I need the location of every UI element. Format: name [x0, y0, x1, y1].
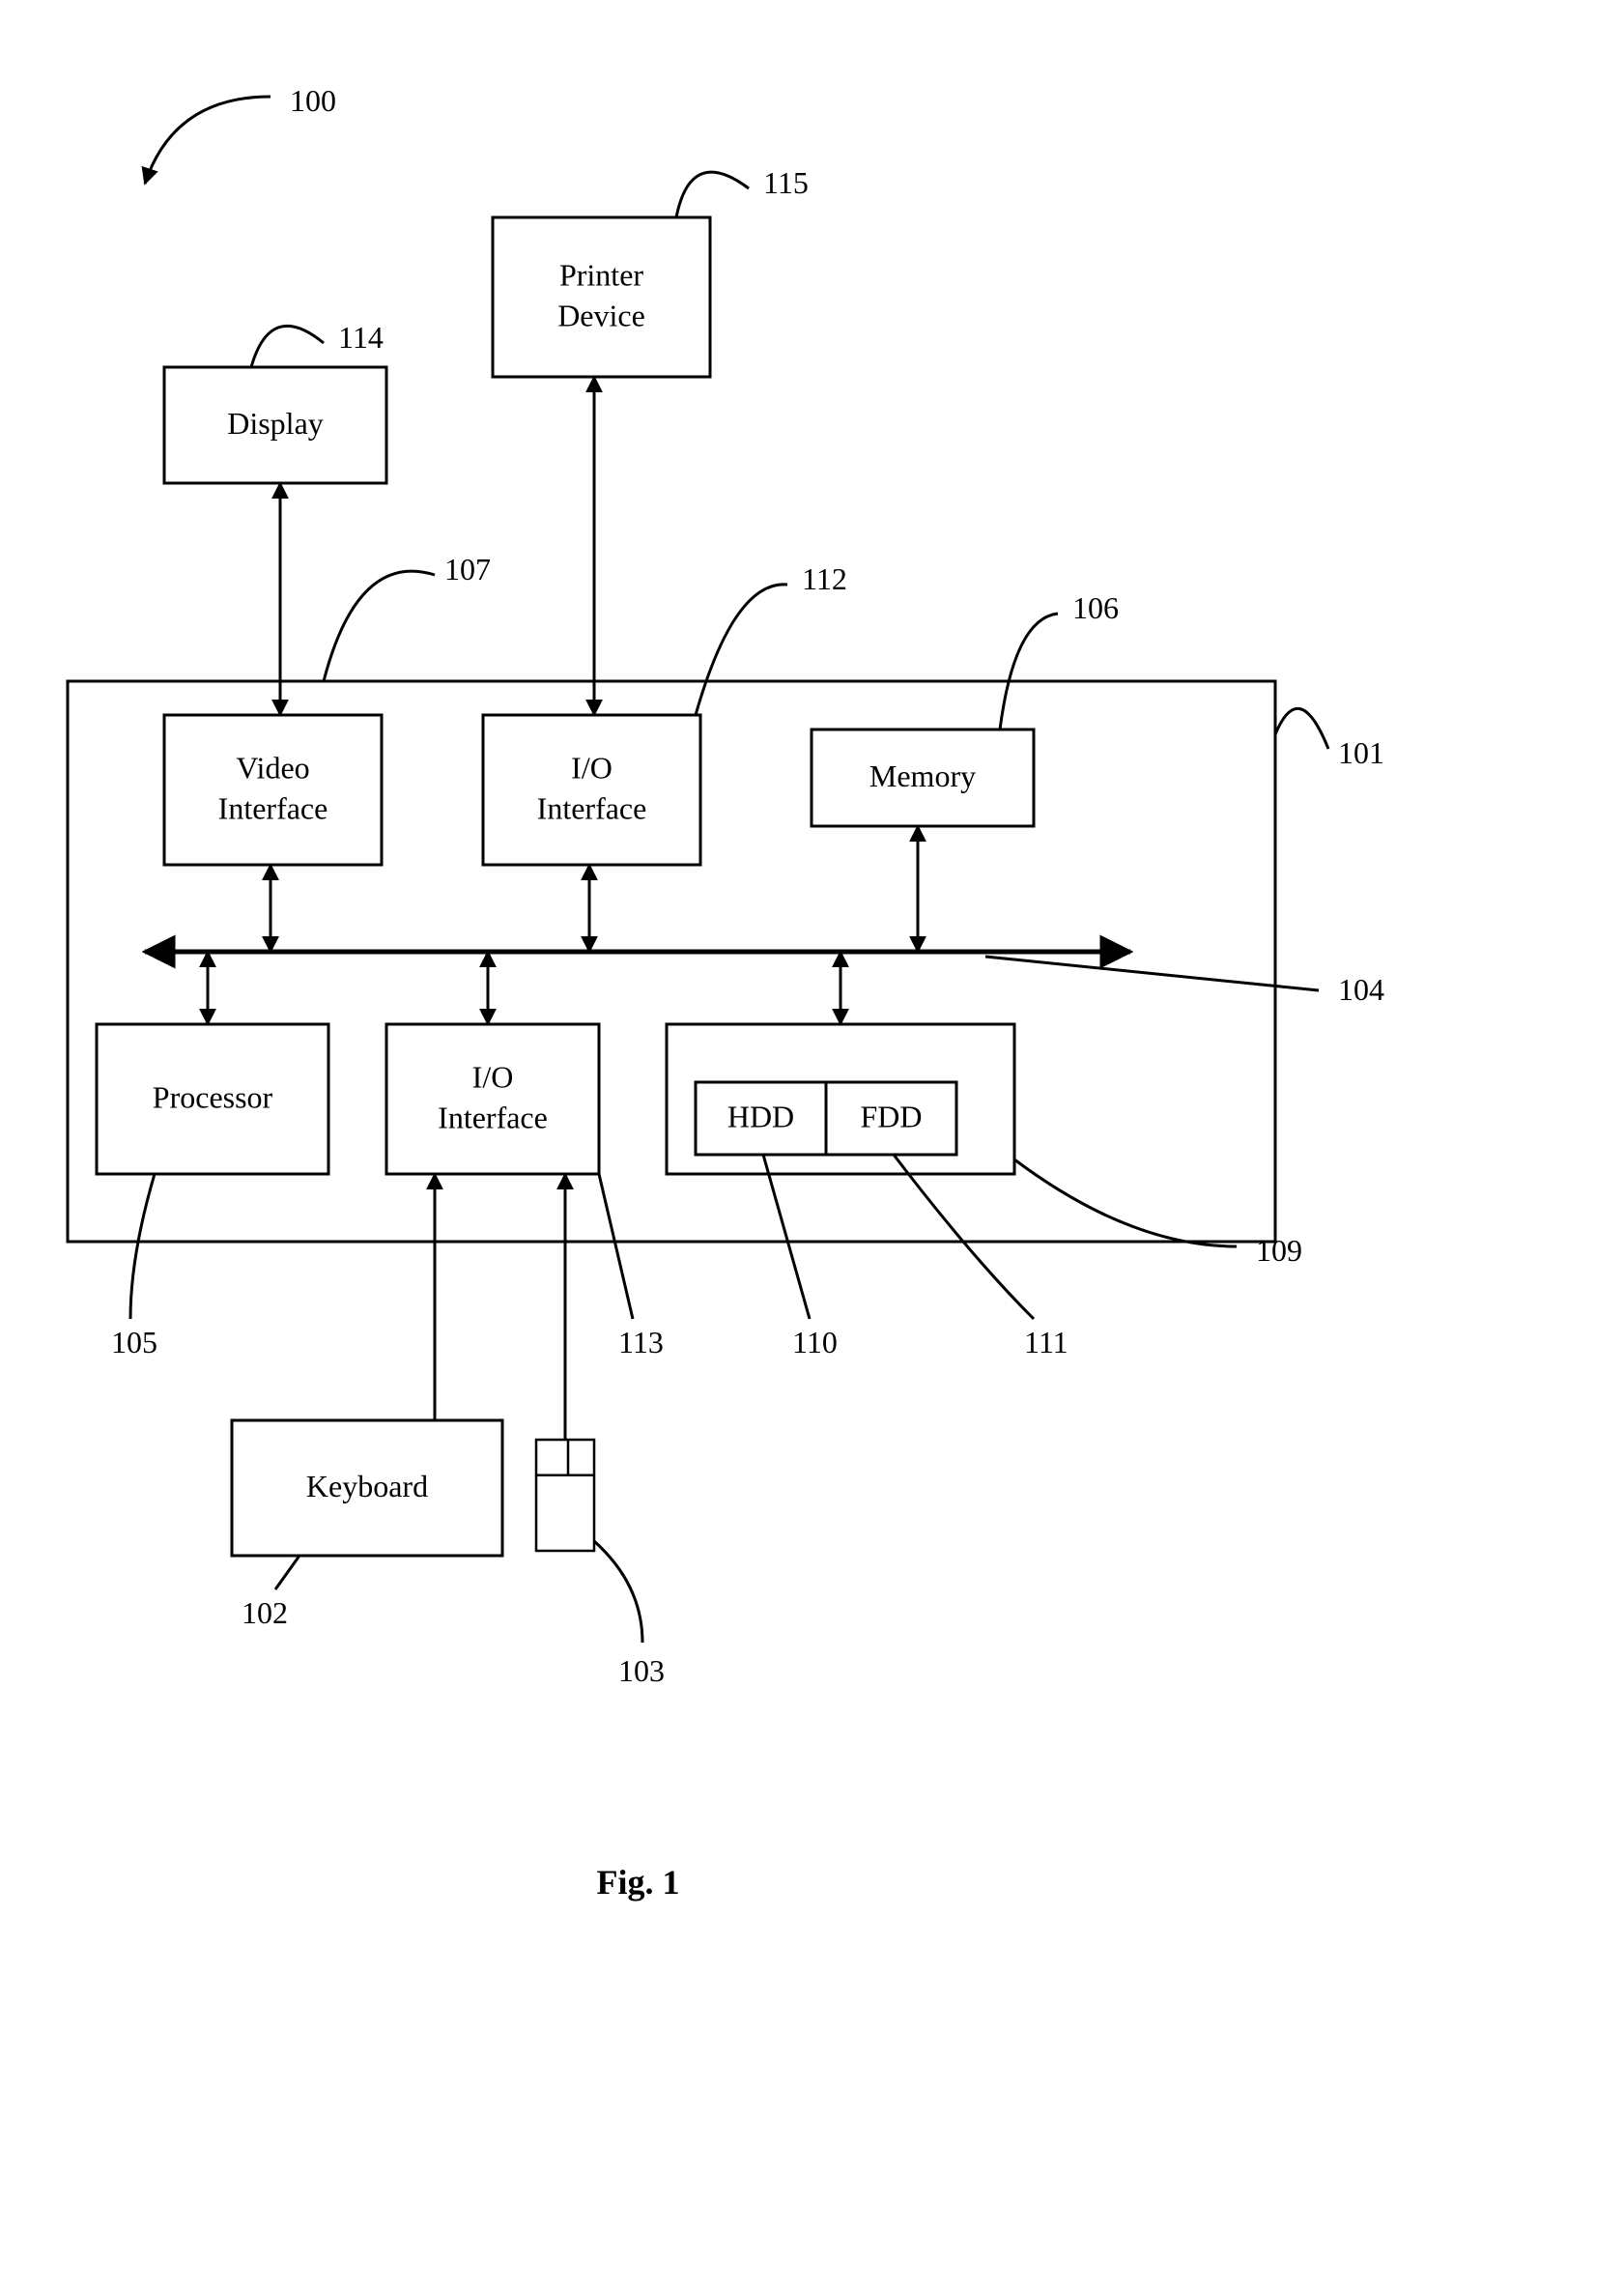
mouse-icon	[536, 1440, 594, 1551]
node-display-label-0: Display	[227, 406, 324, 441]
node-processor-label-0: Processor	[153, 1080, 273, 1115]
leader-r113	[599, 1174, 633, 1319]
leader-r106	[1000, 614, 1058, 730]
figure-caption: Fig. 1	[597, 1863, 680, 1902]
ref-r113: 113	[618, 1325, 664, 1359]
node-keyboard-label-0: Keyboard	[306, 1469, 428, 1503]
node-fdd: FDD	[826, 1082, 956, 1155]
node-processor: Processor	[97, 1024, 328, 1174]
leader-r103	[594, 1541, 642, 1643]
node-hdd: HDD	[696, 1082, 826, 1155]
node-io_top: I/O Interface	[483, 715, 700, 865]
node-io_bot-label-0: I/O	[472, 1060, 514, 1095]
ref-r111: 111	[1024, 1325, 1068, 1359]
node-printer-label-0: Printer	[559, 258, 643, 293]
leader-r100	[145, 97, 271, 184]
ref-r104: 104	[1338, 972, 1384, 1007]
leader-r107	[324, 571, 435, 681]
node-video-label-0: Video	[236, 751, 309, 786]
leader-r114	[251, 326, 324, 367]
node-io_top-label-0: I/O	[571, 751, 613, 786]
node-io_bot: I/O Interface	[386, 1024, 599, 1174]
ref-r107: 107	[444, 552, 491, 587]
node-memory-label-0: Memory	[869, 758, 976, 793]
node-printer: Printer Device	[493, 217, 710, 377]
leader-r111	[894, 1155, 1034, 1319]
ref-r103: 103	[618, 1653, 665, 1688]
ref-r100: 100	[290, 83, 336, 118]
ref-r109: 109	[1256, 1233, 1302, 1268]
ref-r106: 106	[1072, 590, 1119, 625]
leader-r102	[275, 1556, 299, 1589]
ref-r115: 115	[763, 165, 809, 200]
node-memory: Memory	[812, 730, 1034, 826]
ref-r112: 112	[802, 561, 847, 596]
node-fdd-label-0: FDD	[860, 1100, 922, 1134]
node-io_top-label-1: Interface	[537, 791, 647, 826]
edges-group	[208, 377, 918, 1440]
ref-r101: 101	[1338, 735, 1384, 770]
ref-r105: 105	[111, 1325, 157, 1359]
ref-r114: 114	[338, 320, 384, 355]
leader-r109	[1014, 1159, 1237, 1246]
leader-r112	[696, 585, 787, 715]
leader-r105	[130, 1174, 155, 1319]
leader-r104	[985, 957, 1319, 990]
node-video-label-1: Interface	[218, 791, 328, 826]
node-printer-label-1: Device	[557, 299, 645, 333]
node-io_bot-label-1: Interface	[438, 1101, 548, 1135]
leader-r115	[676, 172, 749, 217]
node-keyboard: Keyboard	[232, 1420, 502, 1556]
ref-r110: 110	[792, 1325, 838, 1359]
node-display: Display	[164, 367, 386, 483]
leader-r101	[1275, 708, 1328, 749]
leader-r110	[763, 1155, 810, 1319]
node-hdd-label-0: HDD	[727, 1100, 794, 1134]
ref-r102: 102	[242, 1595, 288, 1630]
node-video: Video Interface	[164, 715, 382, 865]
